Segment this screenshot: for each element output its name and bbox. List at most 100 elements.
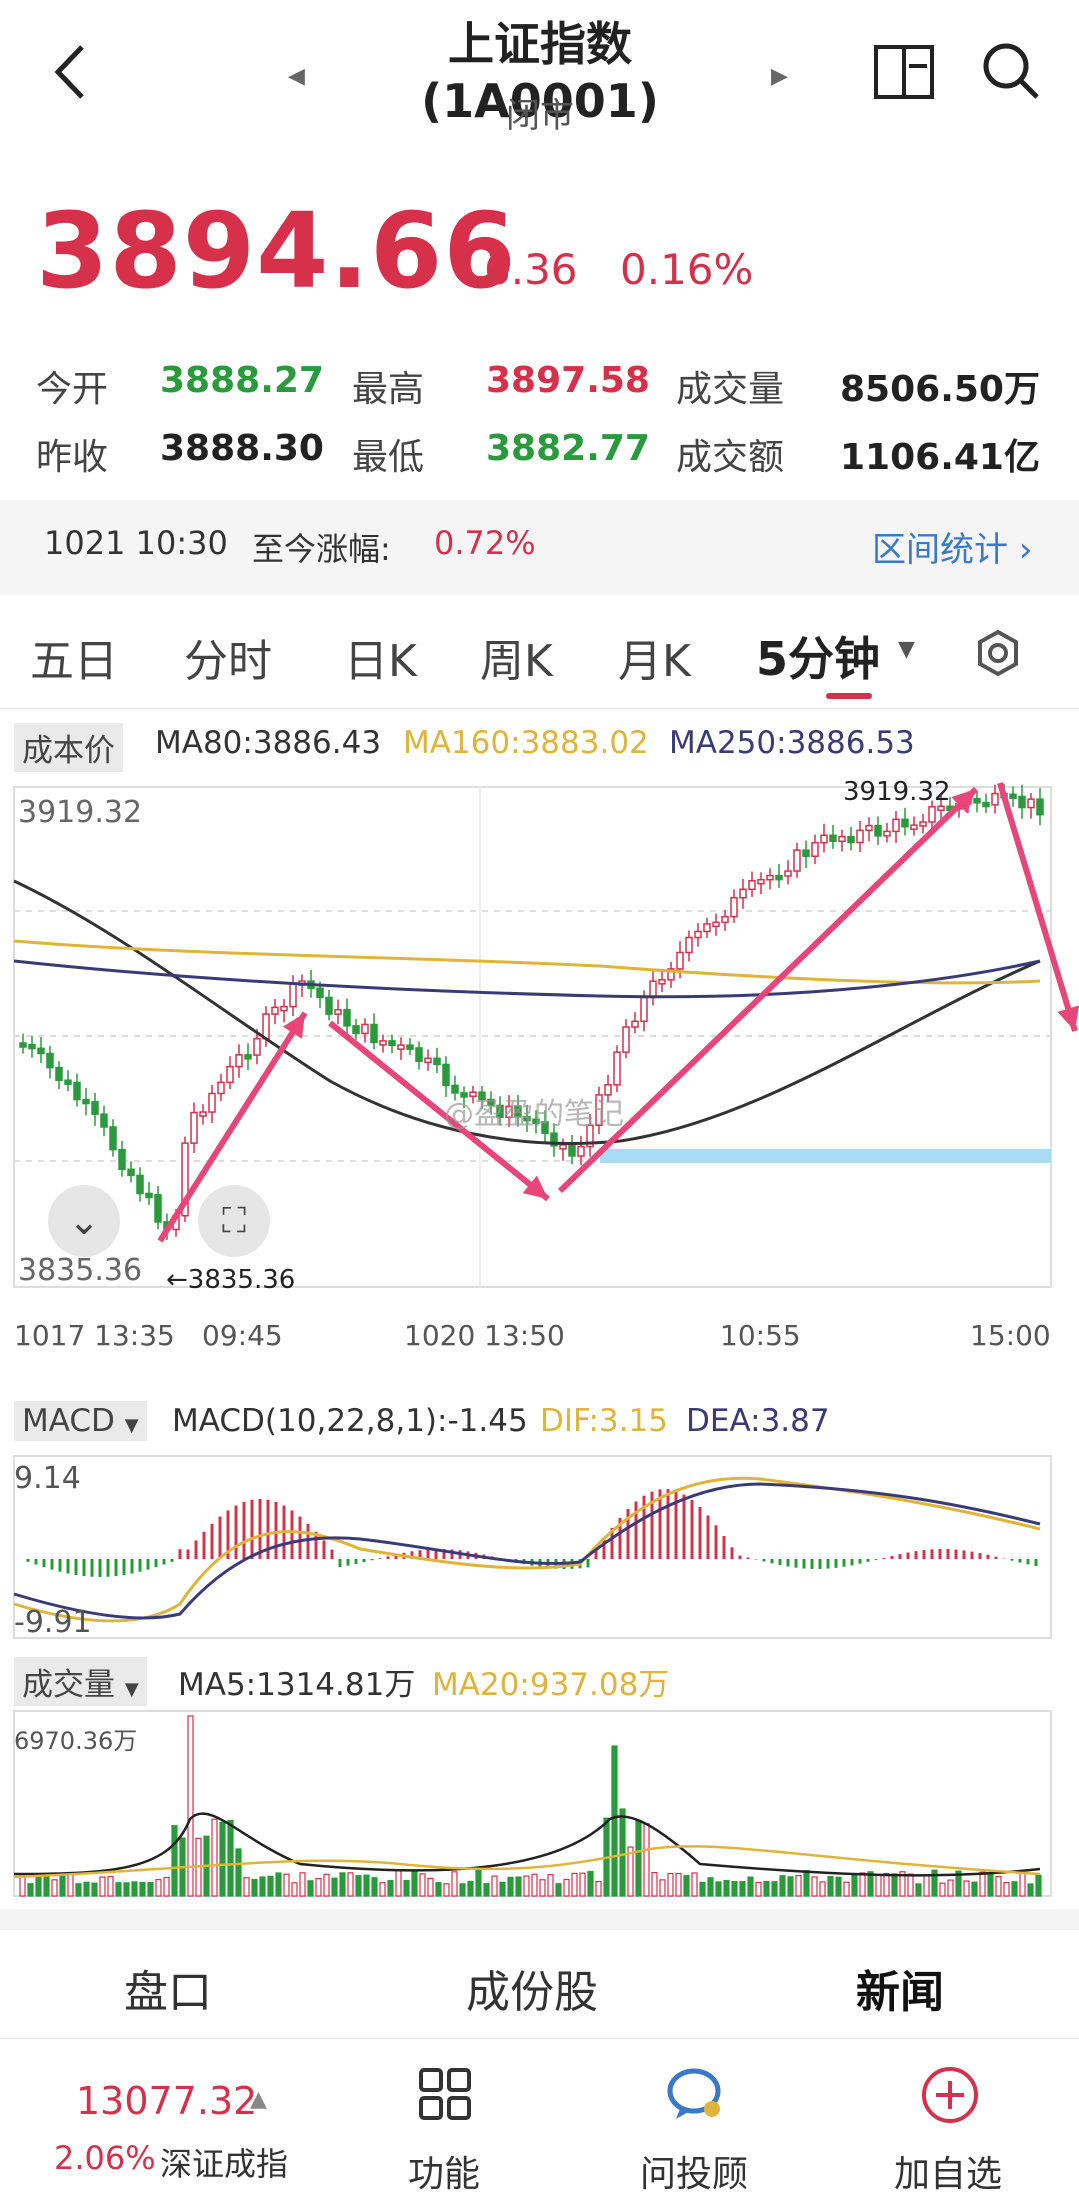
macd-chart[interactable] — [0, 1454, 1079, 1654]
candle — [82, 1098, 90, 1105]
nav-function[interactable]: 功能 — [408, 2154, 481, 2195]
compare-icon[interactable] — [873, 44, 935, 100]
advisor-chat-icon[interactable] — [666, 2065, 726, 2123]
volume-bar — [939, 1882, 946, 1897]
dif-value: DIF:3.15 — [540, 1403, 668, 1439]
x-label-4: 10:55 — [720, 1319, 801, 1352]
candle — [883, 830, 891, 837]
volume-bar — [691, 1872, 698, 1897]
volume-bar — [155, 1879, 162, 1897]
candle — [46, 1052, 54, 1069]
candle — [451, 1084, 459, 1094]
up-triangle-icon: ▲ — [250, 2087, 267, 2112]
volume-bar — [987, 1872, 994, 1897]
candle — [199, 1111, 207, 1117]
macd-selector[interactable]: MACD ▼ — [14, 1401, 147, 1441]
volume-bar — [91, 1882, 98, 1897]
volume-bar — [275, 1872, 282, 1897]
candle — [1009, 793, 1017, 800]
candle — [838, 835, 846, 842]
volume-bar — [443, 1883, 450, 1897]
volume-y-top: 6970.36万 — [14, 1727, 138, 1755]
candle — [685, 936, 693, 954]
candle — [478, 1091, 486, 1101]
collapse-icon[interactable]: ⌄ — [48, 1185, 120, 1257]
volume-bar — [291, 1882, 298, 1897]
tab-weekly-k[interactable]: 周K — [480, 636, 553, 687]
volume-bar — [531, 1873, 538, 1897]
tab-five-day[interactable]: 五日 — [30, 636, 118, 687]
tab-news[interactable]: 新闻 — [856, 1967, 944, 2018]
candle — [586, 1124, 594, 1148]
volume-bar — [371, 1877, 378, 1897]
volume-bar — [1019, 1871, 1026, 1897]
dropdown-icon[interactable]: ▼ — [898, 637, 915, 662]
volume-label: 成交量 — [676, 369, 785, 410]
candle — [91, 1100, 99, 1115]
volume-bar — [499, 1881, 506, 1897]
watermark: @盈盈的笔记 — [444, 1097, 624, 1132]
candle — [433, 1057, 441, 1066]
tab-daily-k[interactable]: 日K — [344, 636, 417, 687]
arrow-up-1 — [157, 1011, 308, 1243]
candle — [262, 1013, 270, 1040]
candle — [541, 1121, 549, 1134]
volume-bar — [715, 1881, 722, 1897]
mini-index-value[interactable]: 13077.32 — [76, 2079, 258, 2123]
volume-bar — [19, 1875, 26, 1897]
volume-bar — [763, 1880, 770, 1897]
interval-stats-link[interactable]: 区间统计 › — [872, 522, 1032, 571]
candle — [577, 1145, 585, 1157]
add-watchlist-icon[interactable] — [920, 2065, 980, 2125]
candle — [37, 1047, 45, 1055]
candle — [802, 849, 810, 857]
search-icon[interactable] — [980, 40, 1042, 102]
y-axis-top: 3919.32 — [18, 795, 143, 830]
volume-bar — [771, 1881, 778, 1897]
volume-bar — [451, 1871, 458, 1897]
candle — [460, 1092, 468, 1098]
candle — [487, 1098, 495, 1107]
volume-bar — [211, 1818, 218, 1897]
volume-bar — [547, 1874, 554, 1897]
volume-ma-lines — [13, 1812, 1041, 1879]
volume-bar — [539, 1879, 546, 1897]
kline-chart[interactable] — [0, 781, 1079, 1301]
candle — [658, 979, 666, 985]
candle — [388, 1040, 396, 1047]
volume-bar — [867, 1871, 874, 1897]
tab-monthly-k[interactable]: 月K — [618, 636, 691, 687]
tab-order-book[interactable]: 盘口 — [124, 1967, 212, 2018]
tab-intraday[interactable]: 分时 — [184, 636, 272, 687]
function-grid-icon[interactable] — [418, 2067, 472, 2121]
candle — [910, 824, 918, 830]
candle — [865, 824, 873, 832]
volume-bar — [1011, 1881, 1018, 1897]
candle — [793, 849, 801, 872]
prev-close-label: 昨收 — [36, 437, 109, 478]
dropdown-icon: ▼ — [124, 1415, 139, 1436]
settings-icon[interactable] — [974, 629, 1022, 677]
volume-chart[interactable] — [0, 1709, 1079, 1904]
candle — [208, 1092, 216, 1113]
volume-bar — [827, 1875, 834, 1897]
volume-selector[interactable]: 成交量 ▼ — [14, 1657, 147, 1706]
next-index-icon[interactable]: ▶ — [771, 64, 788, 89]
prev-index-icon[interactable]: ◀ — [288, 64, 305, 89]
volume-bar — [243, 1877, 250, 1897]
back-arrow-icon[interactable] — [50, 42, 90, 102]
volume-bar — [491, 1875, 498, 1897]
candle — [694, 930, 702, 939]
fullscreen-icon[interactable]: ⛶ — [198, 1185, 270, 1257]
cost-price-toggle[interactable]: 成本价 — [14, 723, 123, 772]
nav-advisor[interactable]: 问投顾 — [640, 2154, 749, 2195]
candle — [667, 968, 675, 981]
tab-constituents[interactable]: 成份股 — [466, 1967, 598, 2018]
nav-add-watchlist[interactable]: 加自选 — [894, 2154, 1003, 2195]
tab-5min[interactable]: 5分钟 — [756, 632, 881, 686]
prev-close-value: 3888.30 — [160, 428, 324, 469]
volume-bar — [355, 1875, 362, 1897]
low-value: 3882.77 — [486, 428, 650, 469]
volume-bar — [339, 1872, 346, 1897]
price-change: 6.36 — [484, 245, 578, 294]
